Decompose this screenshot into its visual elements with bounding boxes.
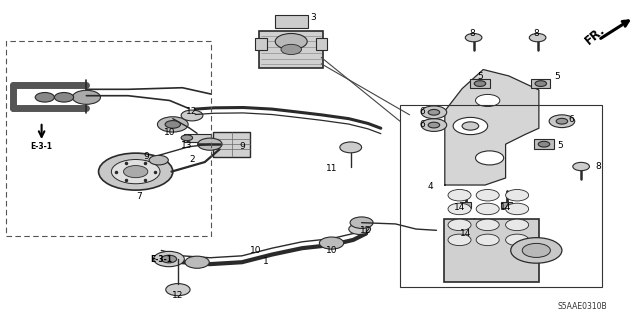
Circle shape: [476, 203, 499, 215]
Circle shape: [506, 189, 529, 201]
Bar: [184, 133, 211, 142]
Circle shape: [535, 81, 547, 86]
Circle shape: [529, 33, 546, 42]
Bar: [502, 202, 513, 208]
Text: 4: 4: [428, 182, 433, 191]
Bar: [400, 105, 602, 287]
Bar: [6, 41, 211, 236]
Circle shape: [281, 44, 301, 55]
Text: 13: 13: [181, 141, 193, 150]
Text: 11: 11: [326, 164, 337, 173]
Text: 8: 8: [596, 162, 601, 171]
Circle shape: [556, 118, 568, 124]
Text: 6: 6: [568, 115, 573, 124]
Circle shape: [149, 155, 168, 165]
Circle shape: [476, 94, 500, 107]
Circle shape: [522, 243, 550, 257]
Circle shape: [124, 166, 148, 178]
Circle shape: [157, 117, 188, 132]
Bar: [444, 219, 539, 282]
Circle shape: [428, 109, 440, 115]
Circle shape: [340, 142, 362, 153]
Circle shape: [319, 237, 344, 249]
Text: 2: 2: [189, 155, 195, 164]
Text: 5: 5: [477, 72, 483, 81]
Bar: [316, 38, 327, 50]
Circle shape: [111, 160, 160, 184]
Circle shape: [35, 93, 54, 102]
Text: FR.: FR.: [582, 24, 608, 48]
Bar: [531, 79, 550, 88]
Text: 12: 12: [186, 107, 198, 116]
Circle shape: [428, 122, 440, 128]
Circle shape: [275, 33, 307, 49]
Text: 8: 8: [534, 29, 539, 38]
Circle shape: [181, 135, 193, 141]
Text: 9: 9: [143, 152, 148, 161]
Circle shape: [474, 81, 486, 86]
Circle shape: [448, 234, 471, 246]
Bar: [534, 139, 554, 149]
Text: 14: 14: [460, 229, 472, 238]
Text: 5: 5: [557, 141, 563, 150]
Circle shape: [421, 119, 447, 131]
Circle shape: [462, 122, 479, 130]
Text: 1: 1: [263, 257, 268, 266]
Circle shape: [476, 189, 499, 201]
Circle shape: [54, 93, 74, 102]
Text: 7: 7: [137, 192, 142, 201]
Text: 5: 5: [554, 72, 559, 81]
Bar: [461, 202, 471, 208]
Text: 3: 3: [311, 13, 316, 22]
Text: 14: 14: [500, 204, 511, 212]
Circle shape: [448, 189, 471, 201]
Bar: [470, 79, 490, 88]
Bar: [213, 132, 250, 157]
Circle shape: [511, 238, 562, 263]
Text: 6: 6: [420, 107, 425, 116]
Circle shape: [421, 106, 447, 119]
Text: E-3-1: E-3-1: [150, 255, 172, 263]
Circle shape: [349, 224, 371, 234]
Circle shape: [476, 219, 499, 231]
Circle shape: [161, 255, 177, 263]
Circle shape: [185, 256, 209, 268]
Text: 12: 12: [360, 226, 372, 235]
Circle shape: [154, 251, 184, 267]
Circle shape: [506, 219, 529, 231]
Text: 6: 6: [420, 120, 425, 129]
Polygon shape: [445, 70, 539, 185]
Bar: [255, 38, 267, 50]
Text: 12: 12: [172, 291, 184, 300]
Circle shape: [506, 234, 529, 246]
Circle shape: [476, 151, 504, 165]
Circle shape: [538, 141, 550, 147]
Circle shape: [465, 33, 482, 42]
Circle shape: [506, 203, 529, 215]
Text: 9: 9: [239, 142, 244, 151]
Circle shape: [448, 219, 471, 231]
Text: 8: 8: [470, 29, 475, 38]
Bar: [468, 230, 479, 235]
Text: 10: 10: [250, 246, 262, 255]
Text: 10: 10: [164, 128, 175, 137]
Circle shape: [448, 203, 471, 215]
Circle shape: [99, 153, 173, 190]
Circle shape: [72, 90, 100, 104]
Circle shape: [453, 117, 488, 135]
Text: S5AAE0310B: S5AAE0310B: [557, 302, 607, 311]
Text: E-3-1: E-3-1: [31, 142, 52, 151]
Circle shape: [198, 138, 222, 150]
Text: 10: 10: [326, 246, 337, 255]
Bar: [259, 31, 323, 68]
Circle shape: [350, 217, 373, 228]
Text: 14: 14: [454, 204, 465, 212]
Circle shape: [573, 162, 589, 171]
Circle shape: [181, 110, 203, 121]
Circle shape: [165, 121, 180, 128]
Circle shape: [166, 284, 190, 296]
Circle shape: [549, 115, 575, 128]
Circle shape: [476, 234, 499, 246]
Bar: [275, 15, 308, 28]
